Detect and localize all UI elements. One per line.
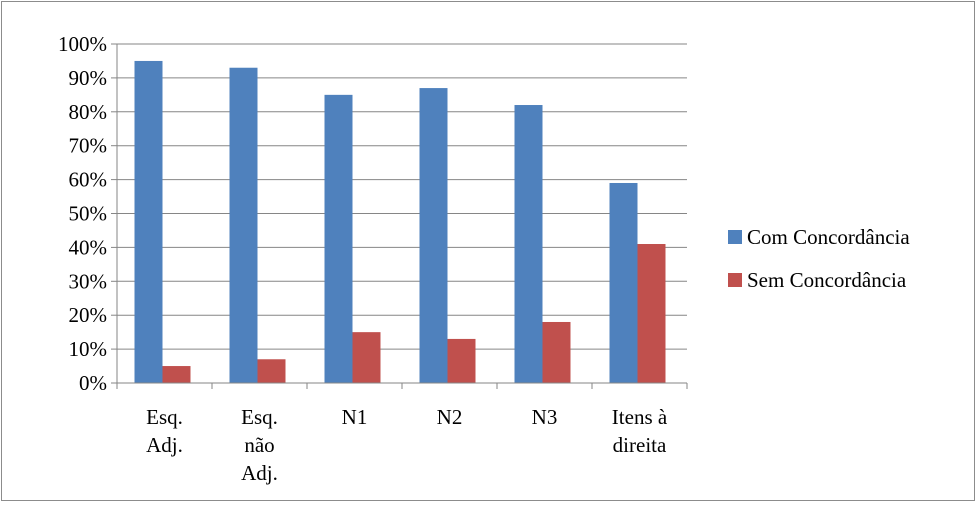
bar — [324, 94, 353, 383]
legend: Com Concordância Sem Concordância — [728, 225, 910, 292]
bars — [134, 60, 666, 384]
legend-swatch — [728, 230, 742, 244]
bar — [162, 366, 191, 383]
bar — [637, 244, 666, 383]
x-tick-label-line: não — [244, 433, 274, 457]
x-tick-label-line: Adj. — [146, 433, 183, 457]
x-tick-label: N2 — [437, 405, 463, 429]
bar — [419, 88, 448, 383]
bar — [229, 67, 258, 383]
y-tick-label: 60% — [69, 168, 108, 192]
legend-label: Sem Concordância — [747, 268, 907, 292]
bar — [514, 105, 543, 384]
legend-label: Com Concordância — [747, 225, 910, 249]
bar — [542, 321, 571, 383]
y-tick-label: 100% — [58, 32, 107, 56]
bar — [352, 332, 381, 383]
y-tick-label: 30% — [69, 269, 108, 293]
x-tick-label: Itens à direita — [612, 405, 668, 457]
x-tick-label: Esq. não Adj. — [241, 405, 278, 485]
bar — [257, 359, 286, 383]
y-tick-label: 80% — [69, 100, 108, 124]
y-tick-label: 10% — [69, 337, 108, 361]
x-tick-label: N1 — [342, 405, 368, 429]
y-tick-label: 70% — [69, 134, 108, 158]
x-tick-label-line: Itens à — [612, 405, 668, 429]
x-tick-label-line: Esq. — [146, 405, 183, 429]
x-tick-label-line: N3 — [532, 405, 558, 429]
gridlines — [117, 43, 687, 350]
x-tick-label-line: Esq. — [241, 405, 278, 429]
tick-labels: 0% 10% 20% 30% 40% 50% 60% 70% 80% 90% 100% Esq. Adj… — [58, 32, 668, 485]
legend-swatch — [728, 273, 742, 287]
y-tick-label: 50% — [69, 202, 108, 226]
bar — [609, 182, 638, 383]
x-tick-label-line: Adj. — [241, 461, 278, 485]
x-tick-label: Esq. Adj. — [146, 405, 183, 457]
x-tick-label-line: direita — [613, 433, 667, 457]
bar — [134, 60, 163, 383]
y-tick-label: 40% — [69, 235, 108, 259]
bar — [447, 338, 476, 383]
y-tick-label: 90% — [69, 66, 108, 90]
x-tick-label-line: N1 — [342, 405, 368, 429]
y-tick-label: 20% — [69, 303, 108, 327]
x-tick-label-line: N2 — [437, 405, 463, 429]
x-tick-label: N3 — [532, 405, 558, 429]
y-tick-label: 0% — [79, 371, 107, 395]
axes — [111, 43, 688, 389]
